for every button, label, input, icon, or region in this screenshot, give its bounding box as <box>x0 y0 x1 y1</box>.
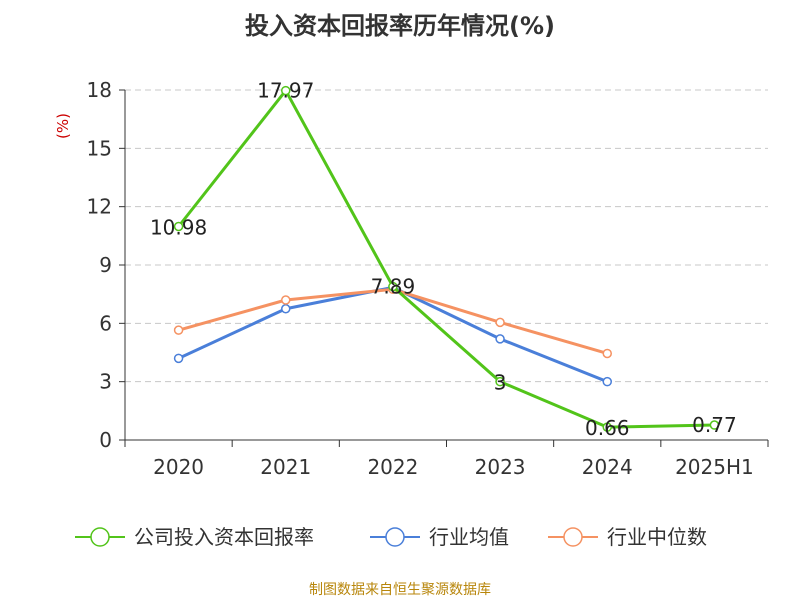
data-label: 10.98 <box>150 216 207 240</box>
y-tick-label: 18 <box>87 78 112 102</box>
legend-marker[interactable] <box>90 527 110 547</box>
y-tick-label: 9 <box>99 253 112 277</box>
y-tick-label: 3 <box>99 370 112 394</box>
x-tick-label: 2021 <box>260 455 311 479</box>
series-line-0 <box>177 89 715 429</box>
y-tick-label: 0 <box>99 428 112 452</box>
legend-label[interactable]: 行业均值 <box>429 525 509 549</box>
data-point <box>602 422 612 432</box>
axes: 0 3 6 9 12 15 18 2020 2021 2022 2023 2024 2025H1 <box>87 78 769 479</box>
data-point <box>495 376 505 387</box>
data-point <box>173 325 184 335</box>
data-point <box>495 334 505 344</box>
data-point <box>281 85 291 96</box>
y-axis-label: (%) <box>54 113 72 139</box>
data-point <box>495 317 505 328</box>
legend-label[interactable]: 公司投入资本回报率 <box>134 525 314 549</box>
data-point <box>388 281 398 292</box>
legend-marker[interactable] <box>563 527 583 547</box>
gridlines <box>125 89 768 383</box>
x-tick-label: 2024 <box>582 455 633 479</box>
data-label: 0.77 <box>692 413 737 437</box>
legend: 公司投入资本回报率 行业均值 行业中位数 <box>75 525 707 549</box>
chart-title: 投入资本回报率历年情况(%) <box>245 12 555 40</box>
data-label: 17.97 <box>257 79 314 103</box>
y-tick-label: 6 <box>99 311 112 335</box>
data-label: 7.89 <box>371 275 416 299</box>
data-point <box>281 304 291 314</box>
data-point <box>602 348 612 359</box>
x-tick-label: 2023 <box>475 455 526 479</box>
series-lines <box>173 85 720 432</box>
data-label: 0.66 <box>585 416 630 440</box>
data-point <box>709 420 720 430</box>
data-point <box>173 353 184 364</box>
data-labels: 10.98 17.97 7.89 3 0.66 0.77 <box>150 79 737 441</box>
series-line-2 <box>178 287 608 355</box>
y-tick-label: 15 <box>87 136 112 160</box>
source-note: 制图数据来自恒生聚源数据库 <box>309 582 491 598</box>
data-point <box>602 376 612 387</box>
legend-marker[interactable] <box>385 527 405 547</box>
x-tick-label: 2025H1 <box>675 455 754 479</box>
data-point <box>281 295 291 305</box>
data-point <box>173 221 184 232</box>
x-tick-label: 2022 <box>367 455 418 479</box>
y-tick-label: 12 <box>87 195 112 219</box>
x-tick-label: 2020 <box>153 455 204 479</box>
data-label: 3 <box>494 371 507 395</box>
legend-label[interactable]: 行业中位数 <box>607 525 707 549</box>
